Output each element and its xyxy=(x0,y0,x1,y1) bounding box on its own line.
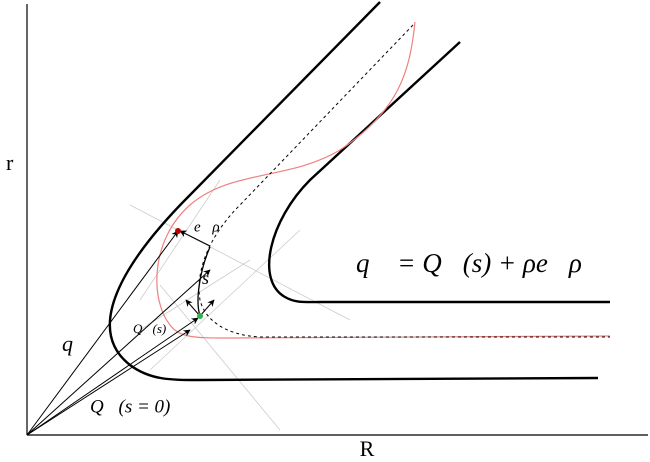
red-point xyxy=(175,228,181,234)
x-axis-label: R xyxy=(360,436,375,461)
inner-boundary xyxy=(268,41,610,304)
equation: q⃗ = Q⃗(s) + ρe⃗ρ xyxy=(356,248,582,278)
construction-lines xyxy=(129,179,351,431)
center-curve xyxy=(198,24,610,338)
q-label: q⃗ xyxy=(62,331,90,356)
green-point xyxy=(197,313,203,319)
outer-boundary xyxy=(108,1,599,382)
y-axis-label: r xyxy=(6,150,14,175)
red-trajectory xyxy=(156,21,611,339)
Q-s-label: Q⃗(s) xyxy=(133,321,166,336)
Q-s0-label: Q⃗(s = 0) xyxy=(90,396,170,417)
s-label: s xyxy=(202,268,209,288)
e-rho-label: e⃗ρ xyxy=(194,219,220,235)
vectors xyxy=(26,230,215,436)
